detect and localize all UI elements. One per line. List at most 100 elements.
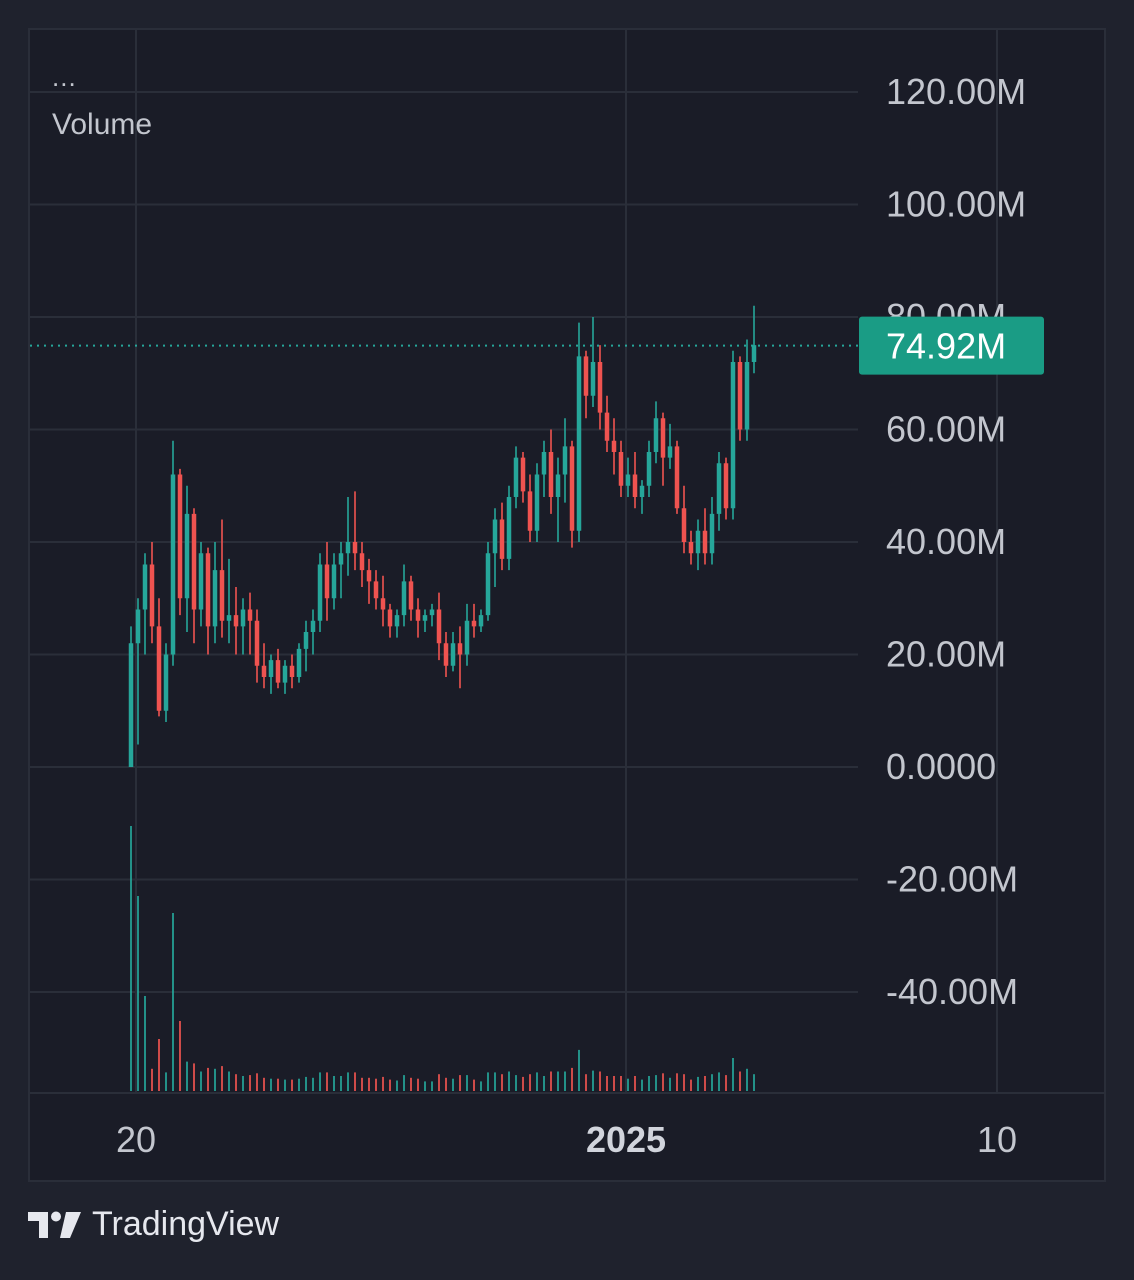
volume-bar	[361, 1077, 363, 1091]
x-axis[interactable]: 20 2025 10	[116, 1119, 1017, 1160]
volume-bar	[214, 1068, 216, 1091]
legend-title: Volume	[52, 108, 153, 141]
volume-bar	[585, 1074, 587, 1091]
candle-body	[352, 542, 358, 554]
volume-bar	[270, 1078, 272, 1091]
volume-bar	[578, 1049, 580, 1091]
volume-bar	[158, 1039, 160, 1091]
candle-body	[541, 452, 547, 475]
candle-body	[730, 362, 736, 509]
volume-bar	[662, 1073, 664, 1091]
candle-body	[177, 474, 183, 599]
volume-bar	[641, 1079, 643, 1091]
candle-body	[226, 615, 232, 621]
candle-body	[688, 542, 694, 554]
candle-body	[548, 452, 554, 497]
y-tick-label: -20.00M	[886, 859, 1018, 900]
volume-bar	[711, 1074, 713, 1091]
y-tick-label: 20.00M	[886, 634, 1006, 675]
volume-bar	[228, 1071, 230, 1091]
candle-body	[219, 570, 225, 621]
volume-bar	[704, 1076, 706, 1091]
volume-bar	[501, 1074, 503, 1091]
volume-bar	[256, 1073, 258, 1091]
x-tick-label: 10	[977, 1119, 1017, 1160]
volume-bar	[151, 1068, 153, 1091]
legend-menu-dots[interactable]: ...	[52, 62, 77, 92]
candle-body	[436, 609, 442, 644]
candle-body	[401, 581, 407, 616]
volume-bar	[557, 1071, 559, 1091]
volume-bar	[452, 1078, 454, 1091]
volume-bar	[221, 1066, 223, 1091]
volume-chart[interactable]: 120.00M100.00M80.00M60.00M40.00M20.00M0.…	[0, 0, 1134, 1200]
volume-bar	[354, 1072, 356, 1091]
y-tick-label: -40.00M	[886, 971, 1018, 1012]
candle-body	[723, 463, 729, 509]
candle-body	[471, 620, 477, 627]
volume-bar	[347, 1072, 349, 1091]
candle-body	[373, 581, 379, 599]
volume-bar	[291, 1079, 293, 1091]
volume-bar	[466, 1075, 468, 1091]
volume-bar	[746, 1068, 748, 1091]
volume-bar	[655, 1075, 657, 1091]
y-axis[interactable]: 120.00M100.00M80.00M60.00M40.00M20.00M0.…	[859, 71, 1044, 1012]
candle-body	[625, 474, 631, 486]
tradingview-logo-icon	[28, 1211, 81, 1238]
candle-body	[184, 513, 190, 599]
candle-body	[695, 530, 701, 554]
brand[interactable]: TradingView	[28, 1205, 279, 1244]
volume-bar	[326, 1072, 328, 1091]
candle-body	[240, 609, 246, 627]
candle-body	[296, 648, 302, 677]
candle-body	[282, 665, 288, 683]
volume-bar	[739, 1071, 741, 1091]
candle-body	[331, 564, 337, 599]
volume-bar	[417, 1078, 419, 1091]
volume-bar	[284, 1079, 286, 1091]
volume-bar	[515, 1075, 517, 1091]
x-tick-label: 20	[116, 1119, 156, 1160]
candle-body	[310, 620, 316, 632]
candle-body	[520, 457, 526, 492]
candle-body	[639, 485, 645, 497]
volume-bar	[277, 1078, 279, 1091]
volume-bar	[690, 1079, 692, 1091]
candle-body	[709, 513, 715, 554]
volume-bar	[459, 1075, 461, 1091]
volume-bar	[298, 1078, 300, 1091]
candle-body	[576, 356, 582, 531]
volume-bar	[732, 1058, 734, 1091]
candle-body	[450, 643, 456, 666]
volume-bar	[648, 1076, 650, 1091]
volume-bar	[312, 1077, 314, 1091]
candle-body	[674, 446, 680, 509]
volume-bar	[403, 1075, 405, 1091]
volume-bar	[424, 1081, 426, 1091]
volume-bar	[697, 1076, 699, 1091]
volume-bar	[473, 1079, 475, 1091]
candle-body	[415, 609, 421, 621]
candle-body	[366, 570, 372, 582]
brand-name: TradingView	[92, 1205, 280, 1243]
volume-bar	[613, 1076, 615, 1091]
candle-body	[604, 412, 610, 441]
candle-body	[254, 620, 260, 666]
candle-body	[590, 362, 596, 396]
candle-body	[345, 542, 351, 554]
y-tick-label: 120.00M	[886, 71, 1026, 112]
y-tick-label: 40.00M	[886, 521, 1006, 562]
y-tick-label: 100.00M	[886, 184, 1026, 225]
volume-bar	[508, 1071, 510, 1091]
candle-body	[261, 665, 267, 677]
volume-bar	[620, 1076, 622, 1091]
candle-body	[653, 418, 659, 452]
volume-bar	[340, 1076, 342, 1091]
volume-bar	[431, 1081, 433, 1091]
volume-bar	[683, 1074, 685, 1091]
volume-bar	[480, 1081, 482, 1091]
candle-body	[324, 564, 330, 599]
volume-bar	[242, 1076, 244, 1091]
candles	[128, 305, 757, 767]
